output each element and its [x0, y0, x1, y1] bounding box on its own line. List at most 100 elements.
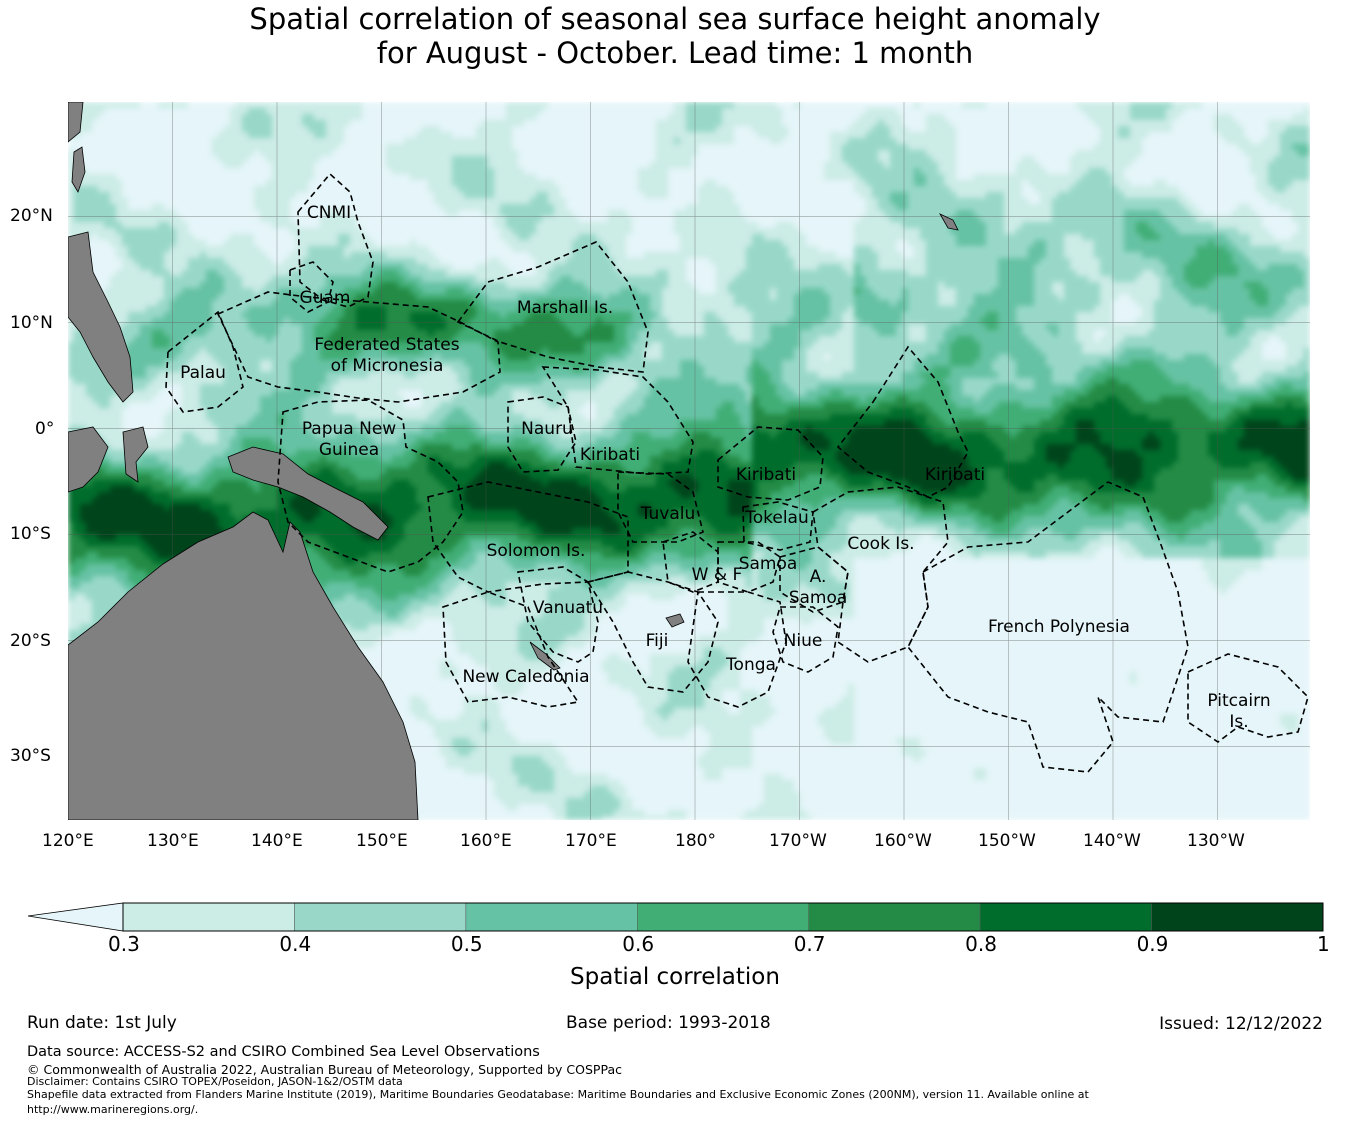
eez-new-caledonia — [442, 591, 580, 708]
label-png-line1: Papua New — [302, 419, 396, 439]
label-fsm-line2: of Micronesia — [331, 356, 444, 376]
shapefile-credit: Shapefile data extracted from Flanders M… — [27, 1088, 1089, 1101]
label-niue: Niue — [784, 631, 823, 651]
label-french-polynesia: French Polynesia — [988, 617, 1130, 637]
lon-tick: 130°W — [1187, 831, 1245, 851]
label-palau: Palau — [180, 363, 226, 383]
lon-tick: 150°E — [356, 831, 408, 851]
colorbar-tick: 0.5 — [450, 932, 483, 956]
label-fiji: Fiji — [646, 631, 669, 651]
eez-kiribati-gilbert — [541, 366, 694, 475]
borneo-land — [68, 426, 109, 493]
eez-cnmi — [297, 172, 374, 308]
label-tuvalu: Tuvalu — [640, 504, 696, 524]
lon-tick: 160°E — [460, 831, 512, 851]
colorbar-swatch — [637, 902, 809, 932]
label-fsm-line1: Federated States — [314, 335, 459, 355]
fiji-land — [665, 613, 685, 628]
label-wallis-futuna: W & F — [692, 565, 743, 585]
colorbar-tick: 0.7 — [793, 932, 826, 956]
colorbar-swatch — [1151, 902, 1324, 932]
label-kiribati-phoenix: Kiribati — [736, 465, 796, 485]
colorbar-swatch — [808, 902, 981, 932]
eez-cook — [812, 486, 949, 663]
eez-png — [277, 399, 464, 573]
eez-niue — [772, 606, 839, 673]
colorbar-tick: 0.9 — [1136, 932, 1169, 956]
eez-kiribati-line — [836, 345, 969, 498]
lon-tick: 140°E — [251, 831, 303, 851]
label-american-samoa-line1: A. — [810, 567, 827, 587]
base-period: Base period: 1993-2018 — [566, 1013, 771, 1033]
label-kiribati-gilbert: Kiribati — [580, 445, 640, 465]
lat-tick: 10°S — [10, 524, 51, 544]
colorbar-swatch — [122, 902, 295, 932]
colorbar-tick: 0.8 — [965, 932, 997, 956]
eez-fiji — [586, 571, 719, 693]
eez-guam — [289, 261, 334, 313]
lat-tick: 10°N — [10, 313, 53, 333]
label-pitcairn-line1: Pitcairn — [1207, 691, 1270, 711]
new-caledonia-land — [529, 641, 561, 671]
colorbar-swatch — [465, 902, 638, 932]
label-vanuatu: Vanuatu — [533, 598, 603, 618]
label-samoa: Samoa — [739, 554, 798, 574]
eez-tokelau — [742, 501, 814, 551]
colorbar-label: Spatial correlation — [570, 964, 780, 990]
label-marshall-islands: Marshall Is. — [517, 298, 613, 318]
graticule — [68, 102, 1310, 820]
marineregions-link[interactable]: http://www.marineregions.org/. — [27, 1103, 199, 1116]
colorbar-tick: 0.4 — [279, 932, 312, 956]
label-solomon-islands: Solomon Is. — [487, 541, 586, 561]
chart-title-line1: Spatial correlation of seasonal sea surf… — [249, 2, 1101, 36]
label-american-samoa-line2: Samoa — [789, 588, 848, 608]
run-date: Run date: 1st July — [27, 1013, 177, 1033]
eez-boundaries — [165, 172, 1309, 773]
northern-luzon-land — [68, 102, 84, 143]
new-guinea-land — [227, 446, 389, 541]
lat-tick: 20°S — [10, 631, 51, 651]
copyright: © Commonwealth of Australia 2022, Austra… — [27, 1062, 622, 1077]
label-png-line2: Guinea — [319, 440, 379, 460]
label-new-caledonia: New Caledonia — [462, 667, 589, 687]
lon-tick: 180° — [675, 831, 716, 851]
label-nauru: Nauru — [521, 419, 573, 439]
lat-tick: 0° — [35, 419, 55, 439]
eez-solomon — [427, 481, 629, 593]
lat-tick: 30°S — [10, 746, 51, 766]
eez-kiribati-phoenix — [717, 426, 824, 501]
map-panel: CNMI Guam Marshall Is. Federated States … — [68, 102, 1310, 820]
label-tokelau: Tokelau — [744, 508, 809, 528]
chart-title-line2: for August - October. Lead time: 1 month — [376, 36, 974, 70]
colorbar-tick: 1 — [1317, 932, 1330, 956]
label-kiribati-line: Kiribati — [925, 465, 985, 485]
lon-tick: 140°W — [1083, 831, 1141, 851]
region-labels: CNMI Guam Marshall Is. Federated States … — [180, 203, 1271, 732]
lat-tick: 20°N — [10, 206, 53, 226]
eez-vanuatu — [517, 566, 599, 663]
disclaimer: Disclaimer: Contains CSIRO TOPEX/Poseido… — [27, 1075, 403, 1088]
colorbar-swatch — [294, 902, 467, 932]
data-source: Data source: ACCESS-S2 and CSIRO Combine… — [27, 1044, 540, 1060]
philippines-land — [68, 231, 134, 403]
issued-date: Issued: 12/12/2022 — [1159, 1014, 1323, 1034]
lon-tick: 150°W — [978, 831, 1036, 851]
lon-tick: 120°E — [42, 831, 94, 851]
hawaii-land — [939, 213, 959, 231]
eez-marshall — [456, 241, 649, 373]
eez-samoa — [717, 541, 781, 593]
colorbar-tick: 0.6 — [622, 932, 655, 956]
lon-tick: 170°E — [565, 831, 617, 851]
colorbar-swatch — [979, 902, 1152, 932]
label-cnmi: CNMI — [307, 203, 351, 223]
lon-tick: 130°E — [147, 831, 199, 851]
label-pitcairn-line2: Is. — [1229, 712, 1248, 732]
colorbar-tick: 0.3 — [108, 932, 140, 956]
taiwan-land — [71, 146, 86, 193]
land — [68, 102, 959, 820]
eez-fsm — [216, 291, 501, 403]
eez-tonga — [687, 591, 787, 708]
eez-french-polynesia — [907, 481, 1189, 773]
map-overlay: CNMI Guam Marshall Is. Federated States … — [68, 102, 1310, 820]
